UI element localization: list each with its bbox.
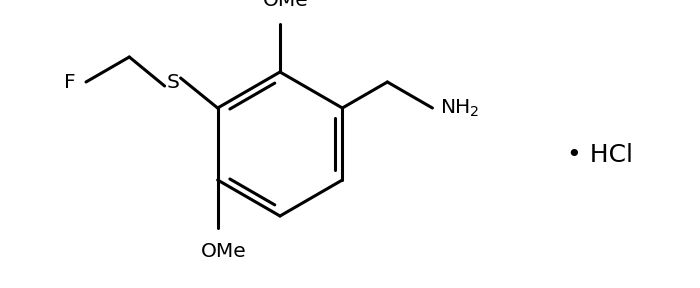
Text: OMe: OMe bbox=[263, 0, 309, 10]
Text: S: S bbox=[166, 73, 179, 92]
Text: NH$_2$: NH$_2$ bbox=[440, 97, 480, 119]
Text: OMe: OMe bbox=[201, 242, 246, 261]
Text: F: F bbox=[64, 73, 76, 92]
Text: • HCl: • HCl bbox=[567, 143, 633, 167]
